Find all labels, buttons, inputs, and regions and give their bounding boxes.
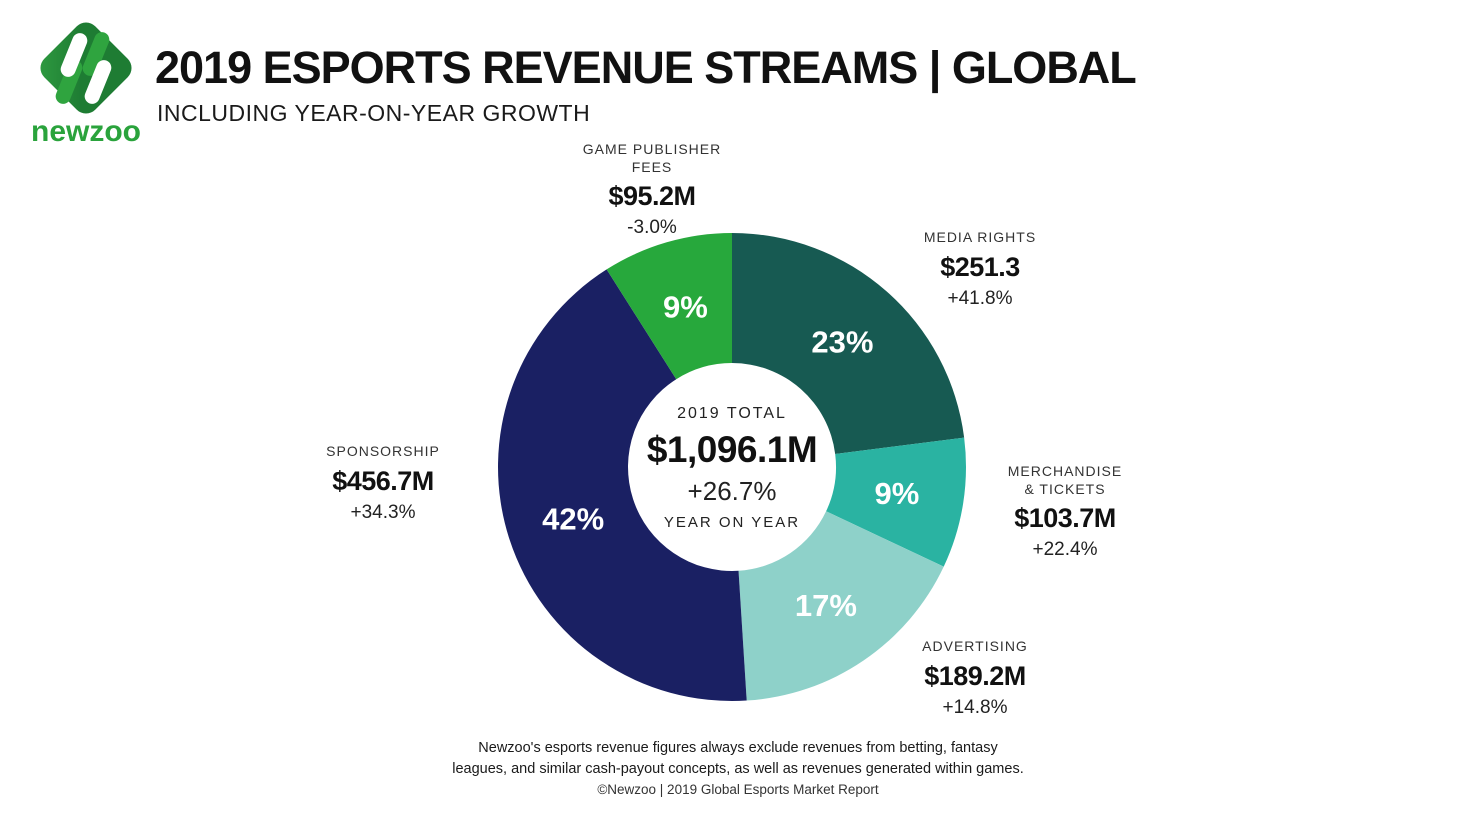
- callout-growth: +14.8%: [942, 696, 1008, 718]
- page-title: 2019 ESPORTS REVENUE STREAMS | GLOBAL: [155, 42, 1137, 93]
- callout-growth: +22.4%: [1032, 539, 1098, 560]
- callout-growth: +34.3%: [350, 501, 416, 523]
- newzoo-wordmark: newzoo: [31, 115, 141, 148]
- donut-center-text: 2019 TOTAL $1,096.1M +26.7% YEAR ON YEAR: [612, 405, 852, 531]
- center-total-value: $1,096.1M: [646, 429, 818, 470]
- callout-value: $456.7M: [332, 465, 434, 496]
- callout-value: $251.3: [940, 251, 1020, 282]
- percent-label-media-rights: 23%: [811, 325, 873, 360]
- callout-sponsorship: SPONSORSHIP $456.7M +34.3%: [258, 443, 508, 522]
- callout-label: MERCHANDISE & TICKETS: [1007, 463, 1123, 497]
- percent-label-game-publisher-fees: 9%: [663, 289, 708, 324]
- logo-capsule-green-bottom: [55, 60, 83, 104]
- percent-label-sponsorship: 42%: [542, 501, 604, 536]
- callout-advertising: ADVERTISING $189.2M +14.8%: [850, 638, 1100, 717]
- callout-game-publisher-fees: GAME PUBLISHER FEES $95.2M -3.0%: [502, 141, 802, 237]
- callout-value: $103.7M: [1014, 503, 1116, 533]
- percent-label-merchandise-tickets: 9%: [874, 476, 919, 511]
- donut-chart-area: 23% 9% 17% 42% 9%: [492, 227, 972, 707]
- callout-label: ADVERTISING: [922, 638, 1028, 654]
- center-growth-value: +26.7%: [687, 476, 777, 506]
- donut-segment-merchandise-tickets: [826, 437, 966, 567]
- donut-segment-advertising: [738, 511, 944, 701]
- page-subtitle: INCLUDING YEAR-ON-YEAR GROWTH: [157, 100, 591, 126]
- callout-merchandise-tickets: MERCHANDISE & TICKETS $103.7M +22.4%: [940, 463, 1190, 559]
- logo-capsule-white-top: [60, 33, 88, 77]
- center-total-label: 2019 TOTAL: [677, 405, 787, 422]
- callout-growth: -3.0%: [627, 217, 677, 238]
- callout-value: $95.2M: [608, 181, 696, 211]
- disclaimer-text: Newzoo's esports revenue figures always …: [452, 740, 1024, 778]
- logo-capsule-white-bottom: [84, 60, 112, 104]
- donut-segment-sponsorship: [498, 269, 747, 702]
- logo-capsule-green-top: [82, 32, 110, 76]
- donut-segment-media-rights: [732, 233, 965, 454]
- percent-label-advertising: 17%: [795, 588, 857, 623]
- callout-label: SPONSORSHIP: [326, 443, 440, 459]
- callout-value: $189.2M: [924, 660, 1026, 691]
- callout-label: MEDIA RIGHTS: [923, 229, 1037, 245]
- callout-media-rights: MEDIA RIGHTS $251.3 +41.8%: [855, 229, 1105, 308]
- newzoo-logo-icon: [40, 22, 132, 114]
- donut-chart: 23% 9% 17% 42% 9%: [498, 233, 966, 702]
- callout-growth: +41.8%: [947, 287, 1013, 309]
- center-year-on-year-label: YEAR ON YEAR: [663, 514, 801, 531]
- source-credit: ©Newzoo | 2019 Global Esports Market Rep…: [597, 782, 879, 797]
- donut-segment-game-publisher-fees: [606, 233, 732, 380]
- callout-label: GAME PUBLISHER FEES: [582, 141, 722, 175]
